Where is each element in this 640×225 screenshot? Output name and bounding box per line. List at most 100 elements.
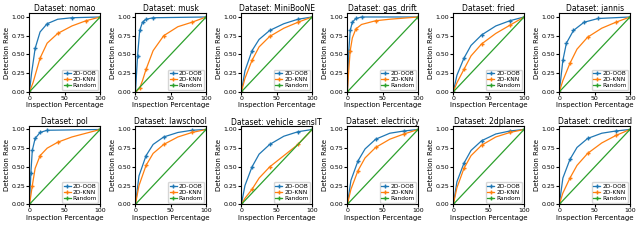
Line: 2D-OOB: 2D-OOB bbox=[240, 15, 314, 94]
Y-axis label: Detection Rate: Detection Rate bbox=[216, 27, 222, 79]
2D-KNN bbox=[237, 90, 245, 93]
2D-KNN bbox=[573, 48, 581, 50]
2D-OOB bbox=[132, 203, 140, 206]
2D-KNN bbox=[96, 128, 104, 131]
2D-KNN bbox=[149, 152, 157, 155]
2D-OOB bbox=[31, 47, 39, 50]
Legend: 2D-OOB, 2D-KNN, Random: 2D-OOB, 2D-KNN, Random bbox=[168, 70, 204, 90]
2D-KNN bbox=[136, 87, 143, 89]
2D-KNN bbox=[453, 81, 461, 84]
2D-OOB bbox=[237, 203, 245, 206]
2D-KNN bbox=[584, 152, 591, 155]
2D-KNN bbox=[559, 79, 566, 82]
Y-axis label: Detection Rate: Detection Rate bbox=[4, 139, 10, 191]
2D-OOB bbox=[294, 18, 302, 20]
Y-axis label: Detection Rate: Detection Rate bbox=[428, 27, 434, 79]
Title: Dataset: lawschool: Dataset: lawschool bbox=[134, 117, 207, 126]
2D-KNN bbox=[386, 18, 394, 20]
2D-OOB bbox=[349, 21, 356, 24]
2D-KNN bbox=[492, 136, 500, 138]
2D-OOB bbox=[202, 128, 210, 131]
2D-OOB bbox=[28, 72, 35, 74]
X-axis label: Inspection Percentage: Inspection Percentage bbox=[450, 102, 527, 108]
2D-OOB bbox=[556, 90, 563, 93]
2D-OOB bbox=[26, 203, 33, 206]
Legend: 2D-OOB, 2D-KNN, Random: 2D-OOB, 2D-KNN, Random bbox=[168, 182, 204, 202]
2D-OOB bbox=[68, 16, 76, 19]
2D-OOB bbox=[520, 16, 528, 18]
X-axis label: Inspection Percentage: Inspection Percentage bbox=[132, 215, 209, 221]
2D-KNN bbox=[280, 27, 287, 29]
2D-KNN bbox=[349, 37, 356, 39]
2D-KNN bbox=[36, 57, 44, 59]
2D-KNN bbox=[453, 187, 461, 189]
X-axis label: Inspection Percentage: Inspection Percentage bbox=[556, 215, 634, 221]
2D-OOB bbox=[149, 143, 157, 146]
Title: Dataset: musk: Dataset: musk bbox=[143, 4, 199, 13]
Title: Dataset: nomao: Dataset: nomao bbox=[34, 4, 95, 13]
2D-OOB bbox=[28, 149, 36, 152]
2D-OOB bbox=[27, 171, 35, 174]
Y-axis label: Detection Rate: Detection Rate bbox=[428, 139, 434, 191]
X-axis label: Inspection Percentage: Inspection Percentage bbox=[26, 215, 104, 221]
2D-OOB bbox=[453, 74, 461, 77]
2D-OOB bbox=[414, 128, 422, 131]
2D-KNN bbox=[344, 203, 351, 206]
2D-OOB bbox=[202, 16, 210, 18]
2D-OOB bbox=[132, 90, 140, 93]
2D-OOB bbox=[467, 44, 475, 47]
2D-KNN bbox=[132, 203, 140, 206]
Line: 2D-OOB: 2D-OOB bbox=[134, 15, 208, 94]
2D-OOB bbox=[626, 128, 634, 131]
2D-OOB bbox=[570, 29, 577, 32]
2D-OOB bbox=[344, 90, 351, 93]
Y-axis label: Detection Rate: Detection Rate bbox=[4, 27, 10, 79]
Line: 2D-OOB: 2D-OOB bbox=[28, 128, 102, 206]
2D-KNN bbox=[347, 188, 355, 191]
2D-OOB bbox=[566, 158, 574, 161]
Y-axis label: Detection Rate: Detection Rate bbox=[322, 27, 328, 79]
2D-KNN bbox=[149, 49, 157, 52]
2D-OOB bbox=[563, 42, 570, 45]
2D-KNN bbox=[294, 143, 302, 146]
2D-KNN bbox=[308, 128, 316, 131]
Title: Dataset: electricity: Dataset: electricity bbox=[346, 117, 419, 126]
Line: 2D-KNN: 2D-KNN bbox=[28, 15, 102, 94]
2D-KNN bbox=[506, 24, 514, 27]
2D-OOB bbox=[308, 16, 316, 18]
2D-KNN bbox=[573, 164, 581, 167]
Title: Dataset: 2dplanes: Dataset: 2dplanes bbox=[454, 117, 524, 126]
2D-OOB bbox=[136, 29, 143, 32]
Line: 2D-OOB: 2D-OOB bbox=[28, 15, 102, 94]
2D-KNN bbox=[294, 21, 302, 24]
2D-KNN bbox=[520, 128, 528, 131]
Line: 2D-OOB: 2D-OOB bbox=[557, 128, 632, 206]
2D-OOB bbox=[580, 21, 588, 24]
2D-OOB bbox=[160, 136, 168, 138]
2D-KNN bbox=[626, 128, 634, 131]
X-axis label: Inspection Percentage: Inspection Percentage bbox=[556, 102, 634, 108]
2D-OOB bbox=[241, 70, 249, 72]
2D-OOB bbox=[372, 138, 380, 141]
2D-KNN bbox=[29, 81, 37, 84]
2D-OOB bbox=[506, 19, 514, 22]
2D-OOB bbox=[280, 22, 287, 25]
2D-KNN bbox=[612, 134, 620, 137]
2D-KNN bbox=[345, 68, 353, 71]
2D-OOB bbox=[520, 128, 528, 131]
2D-OOB bbox=[492, 25, 500, 27]
2D-OOB bbox=[492, 133, 500, 135]
2D-KNN bbox=[68, 136, 76, 138]
2D-OOB bbox=[36, 31, 44, 33]
2D-OOB bbox=[612, 130, 620, 132]
2D-KNN bbox=[346, 49, 354, 52]
2D-OOB bbox=[400, 130, 408, 132]
Title: Dataset: MiniBooNE: Dataset: MiniBooNE bbox=[239, 4, 315, 13]
2D-KNN bbox=[255, 177, 263, 180]
2D-KNN bbox=[344, 90, 351, 93]
2D-KNN bbox=[26, 90, 33, 93]
Title: Dataset: pol: Dataset: pol bbox=[42, 117, 88, 126]
2D-OOB bbox=[36, 131, 44, 134]
Line: 2D-OOB: 2D-OOB bbox=[346, 15, 420, 94]
2D-OOB bbox=[308, 128, 316, 131]
